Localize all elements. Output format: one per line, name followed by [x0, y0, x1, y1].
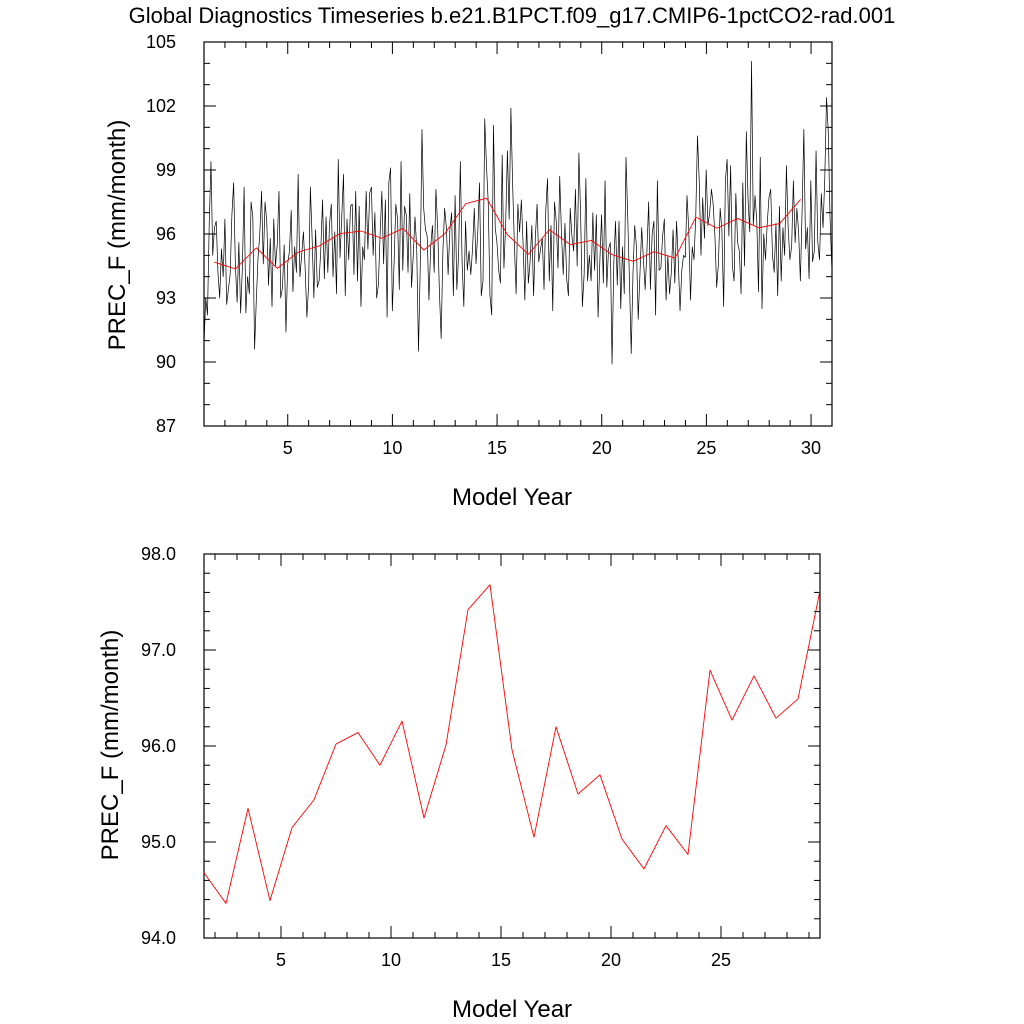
top-series-annual_mean-line [214, 197, 801, 270]
bottom-x-tick-label: 20 [601, 950, 621, 970]
bottom-x-tick-label: 5 [276, 950, 286, 970]
top-x-axis-label: Model Year [452, 484, 572, 511]
top-x-tick-label: 10 [382, 438, 402, 458]
top-y-tick-label: 90 [156, 352, 176, 372]
top-y-tick-label: 102 [146, 96, 176, 116]
top-y-tick-label: 105 [146, 32, 176, 52]
top-series-monthly-line [204, 60, 832, 365]
bottom-series-annual_mean-line [204, 584, 820, 904]
bottom-y-tick-label: 96.0 [141, 736, 176, 756]
bottom-y-tick-label: 97.0 [141, 640, 176, 660]
bottom-tick-marks [204, 553, 820, 939]
bottom-y-axis-label: PREC_F (mm/month) [97, 630, 124, 861]
top-y-tick-label: 93 [156, 288, 176, 308]
bottom-x-tick-label: 25 [711, 950, 731, 970]
top-x-tick-label: 25 [696, 438, 716, 458]
top-y-tick-label: 96 [156, 224, 176, 244]
top-panel: Model Year PREC_F (mm/month) 5 10 15 20 25 30… [104, 32, 833, 511]
top-x-tick-label: 5 [283, 438, 293, 458]
top-y-tick-label: 87 [156, 416, 176, 436]
bottom-x-axis-label: Model Year [452, 996, 572, 1023]
bottom-y-tick-label: 94.0 [141, 928, 176, 948]
bottom-x-tick-label: 15 [491, 950, 511, 970]
figure-title: Global Diagnostics Timeseries b.e21.B1PC… [129, 3, 896, 28]
top-y-tick-label: 99 [156, 160, 176, 180]
bottom-y-tick-label: 95.0 [141, 832, 176, 852]
bottom-panel: Model Year PREC_F (mm/month) 5 10 15 20 25 94… [97, 544, 821, 1023]
bottom-y-tick-label: 98.0 [141, 544, 176, 564]
top-x-tick-label: 15 [487, 438, 507, 458]
top-y-axis-label: PREC_F (mm/month) [104, 120, 131, 351]
top-x-tick-label: 30 [801, 438, 821, 458]
top-x-tick-label: 20 [592, 438, 612, 458]
bottom-x-tick-label: 10 [381, 950, 401, 970]
